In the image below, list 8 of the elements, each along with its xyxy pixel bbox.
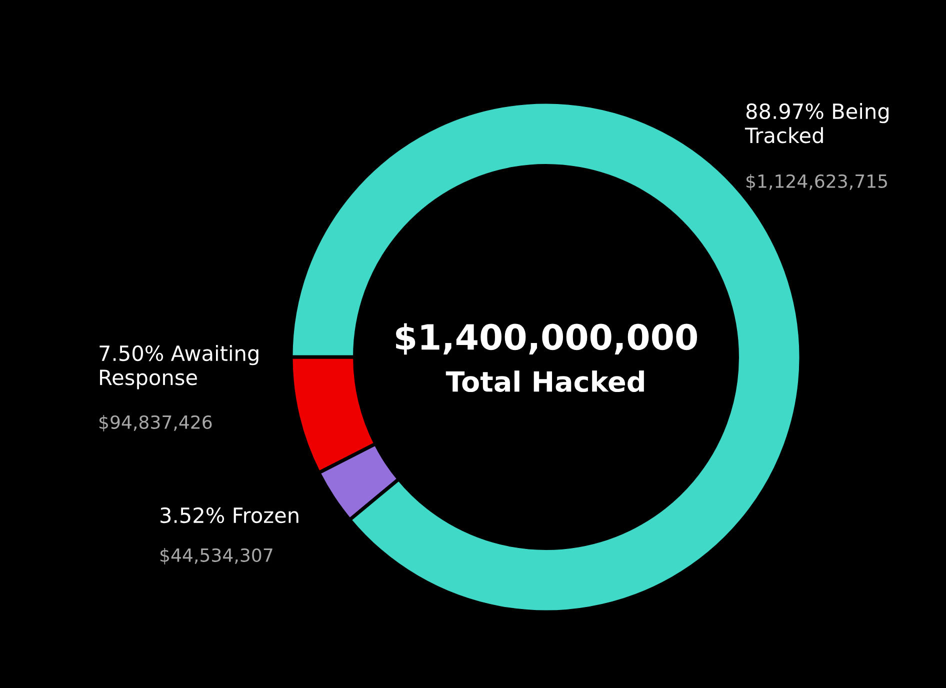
slice-label: 3.52% Frozen (160, 507, 298, 524)
text: $44,534,307 (160, 548, 272, 564)
text: $94,837,426 (100, 415, 212, 432)
text: $1,400,000,000 (396, 323, 698, 355)
slice-label: 88.97% Being Tracked (744, 103, 888, 144)
slice-label: 7.50% Awaiting Response (100, 345, 258, 390)
text: Total Hacked (446, 370, 644, 392)
text: $1,124,623,715 (746, 174, 888, 190)
